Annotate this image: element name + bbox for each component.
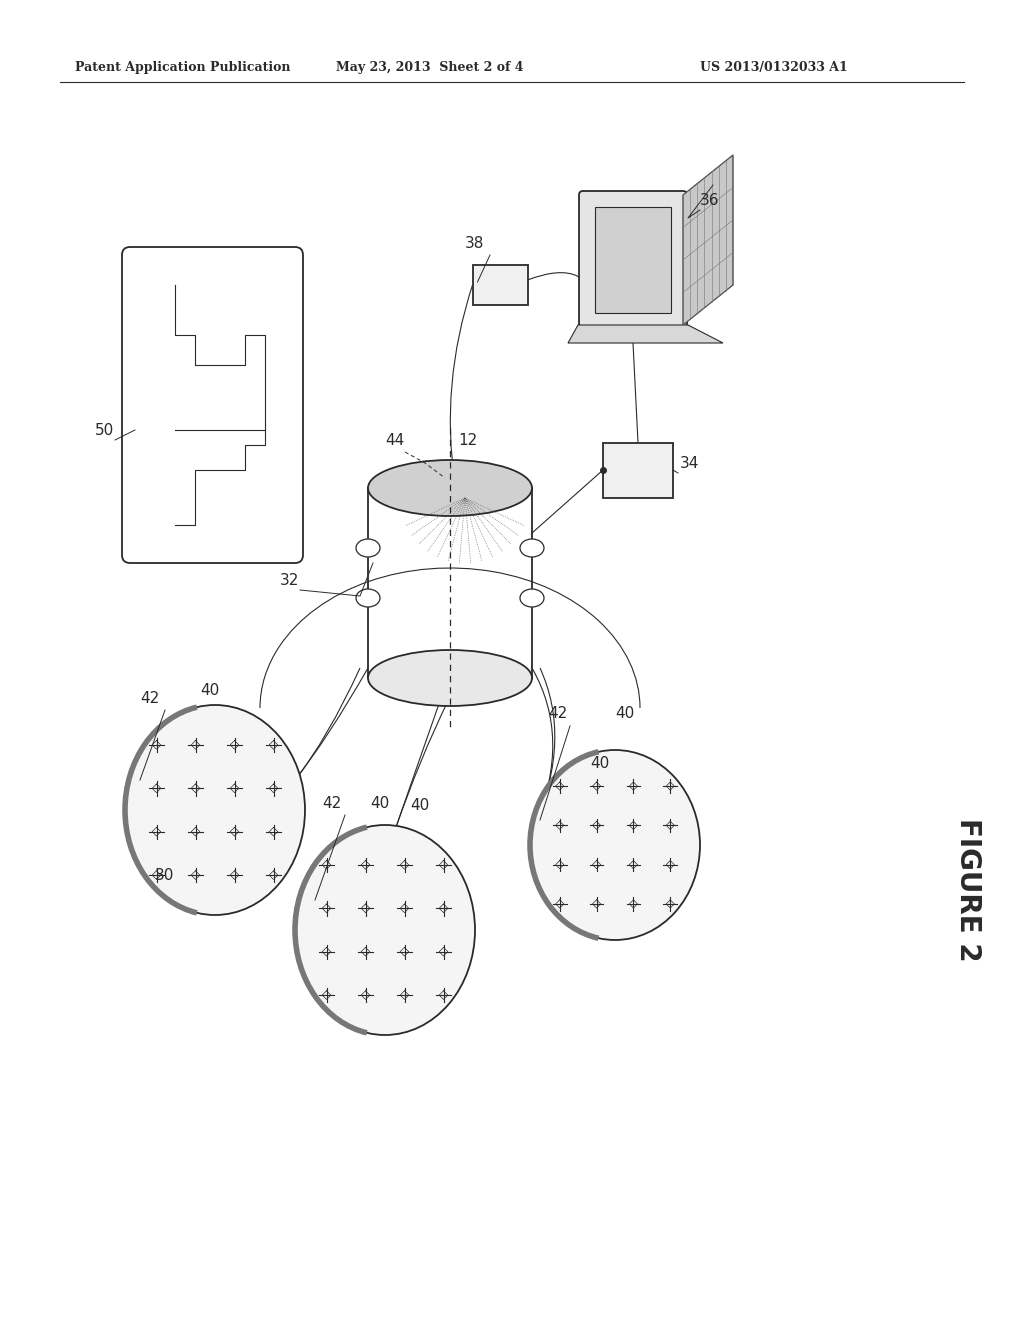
Ellipse shape	[520, 539, 544, 557]
Text: 36: 36	[700, 193, 720, 209]
Text: 42: 42	[548, 706, 567, 721]
Ellipse shape	[356, 589, 380, 607]
Ellipse shape	[356, 539, 380, 557]
Text: 38: 38	[465, 236, 484, 251]
Text: 40: 40	[410, 799, 429, 813]
Text: 40: 40	[615, 706, 634, 721]
FancyBboxPatch shape	[579, 191, 687, 329]
Bar	[603, 442, 673, 498]
Text: 50: 50	[95, 422, 115, 438]
Polygon shape	[568, 325, 723, 343]
Text: 12: 12	[458, 433, 477, 447]
Text: 40: 40	[590, 756, 609, 771]
Text: 40: 40	[370, 796, 389, 810]
Ellipse shape	[368, 649, 532, 706]
Text: 32: 32	[280, 573, 299, 587]
Bar	[595, 207, 671, 313]
Text: 30: 30	[155, 869, 174, 883]
Ellipse shape	[125, 705, 305, 915]
Polygon shape	[683, 154, 733, 325]
Text: 34: 34	[680, 455, 699, 471]
Text: Patent Application Publication: Patent Application Publication	[75, 62, 291, 74]
Text: 40: 40	[200, 682, 219, 698]
Text: 44: 44	[385, 433, 404, 447]
Ellipse shape	[530, 750, 700, 940]
Bar	[472, 265, 527, 305]
Ellipse shape	[368, 459, 532, 516]
Ellipse shape	[520, 589, 544, 607]
Text: US 2013/0132033 A1: US 2013/0132033 A1	[700, 62, 848, 74]
Text: 42: 42	[140, 690, 160, 706]
Text: FIGURE 2: FIGURE 2	[954, 818, 982, 962]
Text: 42: 42	[322, 796, 341, 810]
Ellipse shape	[295, 825, 475, 1035]
Text: May 23, 2013  Sheet 2 of 4: May 23, 2013 Sheet 2 of 4	[336, 62, 523, 74]
